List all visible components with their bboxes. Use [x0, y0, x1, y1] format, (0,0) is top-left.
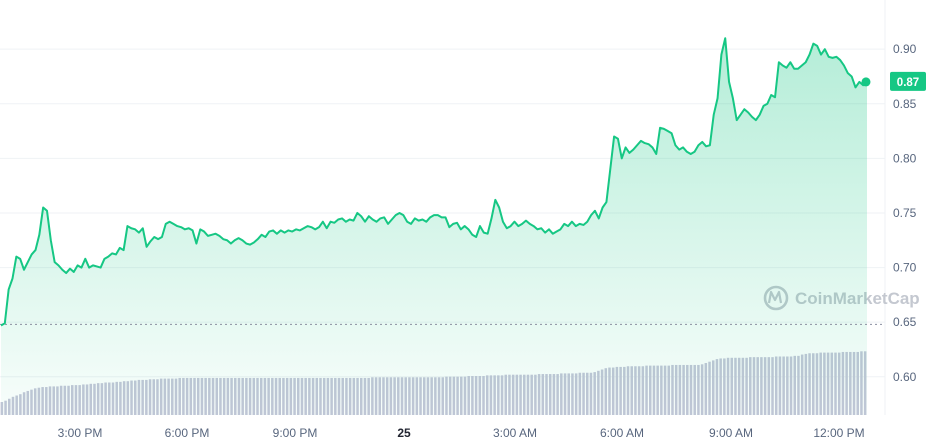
- y-tick-label: 0.80: [893, 151, 917, 165]
- x-tick-label: 12:00 PM: [813, 426, 864, 440]
- y-tick-label: 0.75: [893, 206, 917, 220]
- x-tick-label: 3:00 AM: [493, 426, 537, 440]
- x-tick-label: 3:00 PM: [58, 426, 103, 440]
- x-tick-label: 6:00 AM: [600, 426, 644, 440]
- last-price-dot: [861, 77, 871, 87]
- price-area: [1, 38, 867, 415]
- y-tick-label: 0.65: [893, 315, 917, 329]
- x-axis: 3:00 PM 6:00 PM 9:00 PM 25 3:00 AM 6:00 AM 9:0…: [58, 426, 865, 440]
- price-line: [0, 37, 868, 327]
- last-price-label-bg: [890, 71, 926, 91]
- last-price-label-text: 0.87: [897, 77, 919, 89]
- y-tick-label: 0.85: [893, 97, 917, 111]
- y-tick-label: 0.60: [893, 370, 917, 384]
- x-tick-label: 9:00 AM: [709, 426, 753, 440]
- y-tick-label: 0.90: [893, 42, 917, 56]
- y-axis: 0.60 0.65 0.70 0.75 0.80 0.85 0.90: [893, 42, 917, 384]
- x-tick-label: 25: [397, 426, 411, 440]
- y-tick-label: 0.70: [893, 261, 917, 275]
- x-tick-label: 6:00 PM: [165, 426, 210, 440]
- x-tick-label: 9:00 PM: [273, 426, 318, 440]
- last-price-label: 0.87: [890, 71, 926, 91]
